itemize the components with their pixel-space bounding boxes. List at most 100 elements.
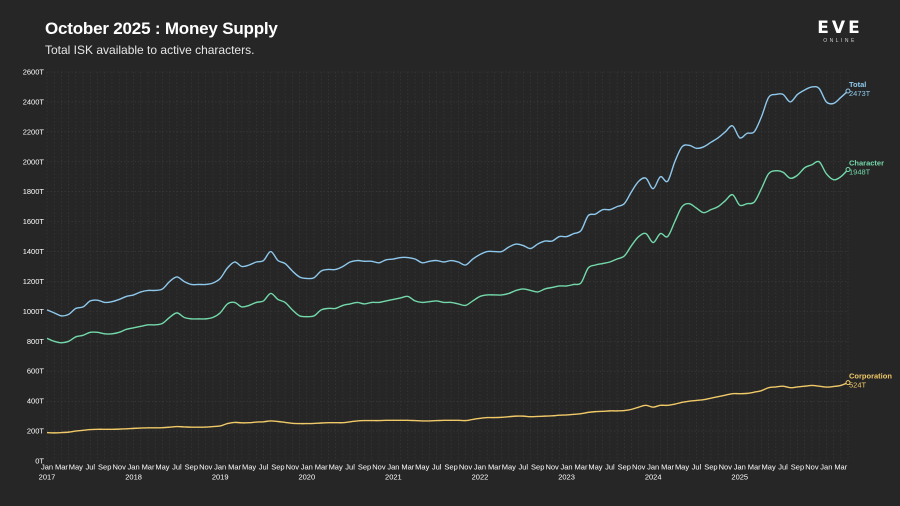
x-tick-year-label: 2017 — [39, 473, 56, 482]
series-end-marker-total — [845, 88, 851, 94]
x-tick-month-label: Jul — [692, 463, 702, 472]
x-tick-month-label: May — [502, 463, 516, 472]
x-tick-month-label: Jul — [605, 463, 615, 472]
x-tick-month-label: Sep — [185, 463, 198, 472]
y-tick-label: 1800T — [23, 187, 45, 196]
x-tick-month-label: Sep — [704, 463, 717, 472]
x-tick-month-label: Mar — [55, 463, 68, 472]
x-tick-month-label: Jul — [345, 463, 355, 472]
x-tick-month-label: Jul — [86, 463, 96, 472]
x-tick-month-label: Jan — [387, 463, 399, 472]
y-tick-label: 2400T — [23, 97, 45, 106]
x-tick-month-label: Jul — [518, 463, 528, 472]
x-tick-month-label: May — [242, 463, 256, 472]
x-tick-month-label: Mar — [488, 463, 501, 472]
y-tick-label: 2600T — [23, 68, 45, 77]
x-tick-month-label: Jul — [172, 463, 182, 472]
eve-online-logo: EVE ONLINE — [807, 18, 873, 45]
x-tick-year-label: 2020 — [298, 473, 315, 482]
logo-sub-text: ONLINE — [823, 38, 857, 44]
y-tick-label: 1200T — [23, 277, 45, 286]
x-tick-month-label: Nov — [632, 463, 646, 472]
x-tick-month-label: Jan — [734, 463, 746, 472]
x-tick-month-label: Sep — [98, 463, 111, 472]
x-axis: Jan Mar May Jul Sep Nov Jan Mar May Jul Sep Nov Jan M… — [39, 463, 848, 482]
x-tick-month-label: Jan — [128, 463, 140, 472]
x-tick-month-label: Jan — [214, 463, 226, 472]
series-value-label-total: 2473T — [849, 89, 871, 98]
x-tick-year-label: 2024 — [645, 473, 662, 482]
y-tick-label: 1400T — [23, 247, 45, 256]
x-tick-year-label: 2021 — [385, 473, 402, 482]
y-tick-label: 2200T — [23, 127, 45, 136]
x-tick-month-label: Jan — [820, 463, 832, 472]
chart-title: October 2025 : Money Supply — [45, 19, 278, 38]
y-tick-label: 600T — [27, 367, 45, 376]
y-axis: 0T 200T 400T 600T 800T 1000T 1200T 1400T 1600T 18… — [23, 68, 45, 466]
x-tick-month-label: Mar — [661, 463, 674, 472]
x-tick-month-label: Jan — [647, 463, 659, 472]
x-tick-month-label: May — [588, 463, 602, 472]
series-name-label-total: Total — [849, 80, 866, 89]
x-tick-month-label: Jul — [778, 463, 788, 472]
x-tick-month-label: Jan — [474, 463, 486, 472]
y-tick-label: 400T — [27, 397, 45, 406]
series-name-label-corporation: Corporation — [849, 372, 892, 381]
x-tick-month-label: Mar — [575, 463, 588, 472]
x-tick-month-label: Jan — [301, 463, 313, 472]
x-tick-month-label: Nov — [112, 463, 126, 472]
x-tick-month-label: Nov — [805, 463, 819, 472]
series-value-label-character: 1948T — [849, 168, 871, 177]
x-tick-month-label: Mar — [228, 463, 241, 472]
x-tick-month-label: Jul — [432, 463, 442, 472]
x-tick-month-label: May — [675, 463, 689, 472]
x-tick-month-label: Sep — [444, 463, 457, 472]
series-line-total — [46, 85, 849, 317]
x-tick-month-label: May — [69, 463, 83, 472]
x-tick-month-label: Mar — [834, 463, 847, 472]
x-tick-month-label: May — [415, 463, 429, 472]
x-tick-month-label: Sep — [531, 463, 544, 472]
x-tick-month-label: Nov — [545, 463, 559, 472]
x-tick-month-label: Jan — [561, 463, 573, 472]
series-value-label-corporation: 524T — [849, 381, 867, 390]
x-tick-year-label: 2025 — [731, 473, 748, 482]
y-tick-label: 1000T — [23, 307, 45, 316]
series-name-label-character: Character — [849, 159, 884, 168]
x-tick-month-label: Mar — [315, 463, 328, 472]
x-tick-month-label: Sep — [791, 463, 804, 472]
x-tick-year-label: 2023 — [558, 473, 575, 482]
series-line-character — [46, 160, 849, 344]
series-end-marker-character — [845, 167, 851, 173]
x-tick-year-label: 2018 — [125, 473, 142, 482]
x-tick-month-label: Mar — [748, 463, 761, 472]
x-tick-month-label: Nov — [286, 463, 300, 472]
x-tick-month-label: Nov — [719, 463, 733, 472]
x-tick-month-label: Jul — [259, 463, 269, 472]
x-tick-month-label: Nov — [372, 463, 386, 472]
chart-subtitle: Total ISK available to active characters… — [45, 43, 255, 57]
x-tick-year-label: 2022 — [472, 473, 489, 482]
x-tick-year-label: 2019 — [212, 473, 229, 482]
x-tick-month-label: May — [155, 463, 169, 472]
y-tick-label: 800T — [27, 337, 45, 346]
x-tick-month-label: Mar — [142, 463, 155, 472]
x-tick-month-label: Sep — [271, 463, 284, 472]
x-tick-month-label: May — [762, 463, 776, 472]
y-tick-label: 200T — [27, 427, 45, 436]
series-lines — [46, 85, 849, 434]
series-end-marker-corporation — [845, 380, 851, 386]
x-tick-month-label: Nov — [459, 463, 473, 472]
grid-lines — [46, 71, 849, 462]
x-tick-month-label: Jan — [41, 463, 53, 472]
x-tick-month-label: Sep — [618, 463, 631, 472]
x-tick-month-label: Sep — [358, 463, 371, 472]
series-line-corporation — [46, 381, 849, 434]
x-tick-month-label: May — [329, 463, 343, 472]
x-tick-month-label: Nov — [199, 463, 213, 472]
y-tick-label: 1600T — [23, 217, 45, 226]
logo-main-text: EVE — [817, 18, 863, 38]
x-tick-month-label: Mar — [401, 463, 414, 472]
